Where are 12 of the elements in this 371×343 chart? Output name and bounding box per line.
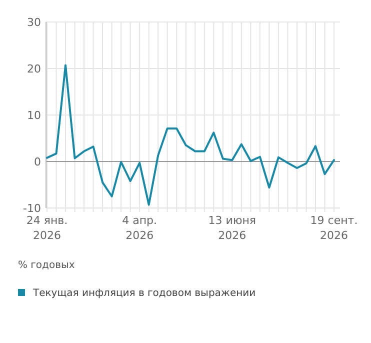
legend-label: Текущая инфляция в годовом выражении <box>32 288 256 299</box>
x-tick-label: 24 янв. 2026 <box>26 214 68 242</box>
y-tick-label: 30 <box>27 16 41 29</box>
y-axis-title: % годовых <box>18 260 75 271</box>
line-series <box>46 64 335 206</box>
y-tick-label: 0 <box>34 155 41 168</box>
y-tick-label: 20 <box>27 62 41 76</box>
x-tick-label: 19 сент. 2026 <box>310 214 358 242</box>
y-tick-label: -10 <box>23 202 41 215</box>
x-tick-label: 4 апр. 2026 <box>122 214 158 242</box>
x-tick-label: 13 июня 2026 <box>208 214 256 242</box>
y-tick-label: 10 <box>27 108 41 122</box>
